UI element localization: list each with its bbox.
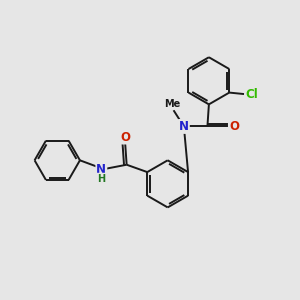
Text: Cl: Cl	[246, 88, 258, 100]
Text: O: O	[229, 120, 239, 133]
Text: H: H	[97, 174, 105, 184]
Text: N: N	[96, 163, 106, 176]
Text: Me: Me	[164, 99, 180, 109]
Text: N: N	[179, 120, 189, 133]
Text: O: O	[120, 130, 130, 143]
